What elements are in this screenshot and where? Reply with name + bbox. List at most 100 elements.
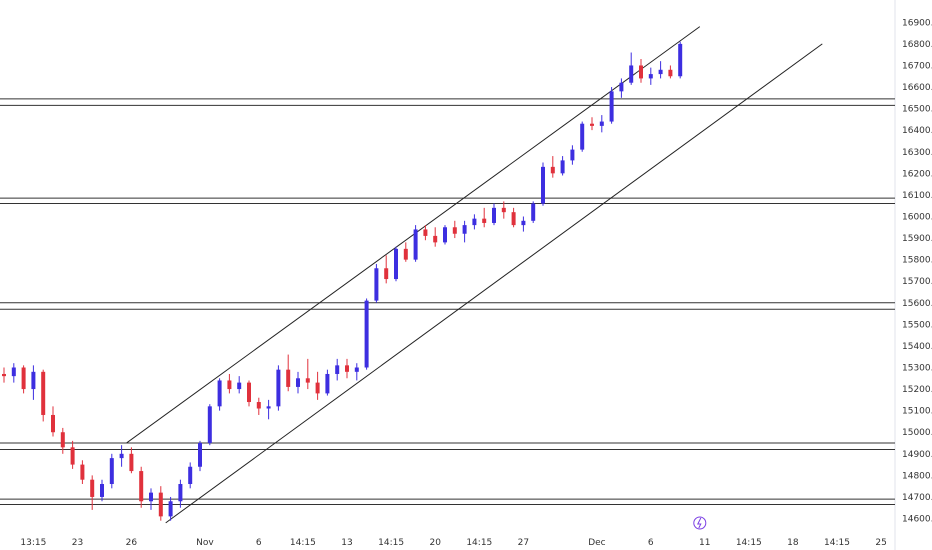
candle-body <box>198 443 202 467</box>
x-tick-label: 25 <box>875 538 886 548</box>
candle-body <box>60 432 65 448</box>
candle-body <box>590 123 594 126</box>
event-icon <box>693 516 707 530</box>
y-tick-label: 16900.00 <box>902 18 932 28</box>
candle-body <box>599 121 604 126</box>
y-tick-label: 16100.00 <box>902 191 932 201</box>
candle-body <box>639 65 643 79</box>
candle-body <box>501 207 506 213</box>
candle-body <box>570 149 575 161</box>
channel-upper-line <box>126 26 701 444</box>
candle-body <box>325 373 330 394</box>
y-tick-label: 14900.00 <box>902 450 932 460</box>
x-tick-label: 14:15 <box>290 538 316 548</box>
candle-body <box>629 65 634 83</box>
candle-body <box>413 229 418 260</box>
candle-body <box>51 414 55 433</box>
candle-body <box>423 229 428 236</box>
candle-body <box>452 227 457 234</box>
candle-body <box>354 367 359 372</box>
x-tick-label: 20 <box>429 538 441 548</box>
candle-body <box>207 406 212 444</box>
candle-body <box>80 464 85 480</box>
candle-body <box>541 166 545 204</box>
candle-body <box>305 378 310 383</box>
y-tick-label: 15700.00 <box>902 277 932 287</box>
candle-body <box>482 218 487 223</box>
y-tick-label: 15800.00 <box>902 256 932 266</box>
x-tick-label: 14:15 <box>378 538 404 548</box>
y-tick-label: 14600.00 <box>902 515 932 525</box>
candle-body <box>119 453 124 459</box>
candle-body <box>658 69 663 75</box>
y-tick-label: 16200.00 <box>902 169 932 179</box>
candle-body <box>247 382 251 403</box>
y-tick-label: 16600.00 <box>902 83 932 93</box>
candle-body <box>217 380 222 407</box>
y-tick-label: 15400.00 <box>902 342 932 352</box>
candle-body <box>266 406 271 409</box>
x-tick-label: 18 <box>787 538 799 548</box>
y-tick-label: 15300.00 <box>902 364 932 374</box>
candle-body <box>619 82 624 92</box>
y-tick-label: 15100.00 <box>902 407 932 417</box>
candle-body <box>384 268 389 280</box>
y-tick-label: 15900.00 <box>902 234 932 244</box>
candle-body <box>188 466 193 485</box>
candle-body <box>100 484 104 497</box>
candle-body <box>168 501 173 517</box>
x-tick-label: Dec <box>588 538 605 548</box>
candle-body <box>580 123 585 150</box>
candle-body <box>296 378 300 387</box>
x-tick-label: 14:15 <box>824 538 850 548</box>
x-tick-label: 26 <box>126 538 138 548</box>
candle-body <box>178 484 183 502</box>
candle-body <box>364 300 369 368</box>
y-tick-label: 15500.00 <box>902 320 932 330</box>
candle-body <box>433 235 438 243</box>
candle-body <box>648 74 653 79</box>
x-tick-label: 6 <box>256 538 262 548</box>
candle-body <box>668 69 673 77</box>
y-tick-label: 16700.00 <box>902 61 932 71</box>
candle-body <box>531 203 536 221</box>
y-tick-label: 16000.00 <box>902 212 932 222</box>
candle-body <box>472 218 477 226</box>
candle-body <box>492 207 496 223</box>
x-tick-label: 6 <box>648 538 654 548</box>
y-tick-label: 15000.00 <box>902 428 932 438</box>
candle-body <box>521 220 526 226</box>
lightning-icon <box>696 517 702 529</box>
candle-body <box>129 453 134 472</box>
y-tick-label: 15600.00 <box>902 299 932 309</box>
candle-body <box>149 492 153 502</box>
candle-body <box>335 365 340 374</box>
candle-body <box>511 212 516 226</box>
candle-body <box>256 402 261 409</box>
candle-body <box>403 248 408 260</box>
candle-body <box>237 382 242 390</box>
candle-body <box>560 160 565 174</box>
x-tick-label: 14:15 <box>736 538 762 548</box>
candle-body <box>2 373 6 377</box>
channel-lower-line <box>165 43 823 524</box>
x-tick-label: 11 <box>699 538 710 548</box>
y-tick-label: 14800.00 <box>902 471 932 481</box>
candle-body <box>21 367 26 390</box>
x-tick-label: 13 <box>341 538 352 548</box>
y-tick-label: 16400.00 <box>902 126 932 136</box>
candle-body <box>90 479 95 497</box>
candle-body <box>41 371 46 415</box>
candle-body <box>276 369 281 407</box>
y-tick-label: 14700.00 <box>902 493 932 503</box>
candle-body <box>374 268 379 301</box>
candle-body <box>139 471 144 502</box>
candle-body <box>31 371 36 390</box>
y-tick-label: 16300.00 <box>902 148 932 158</box>
candle-body <box>443 227 447 243</box>
x-tick-label: 14:15 <box>466 538 492 548</box>
candle-body <box>550 166 555 174</box>
y-tick-label: 15200.00 <box>902 385 932 395</box>
